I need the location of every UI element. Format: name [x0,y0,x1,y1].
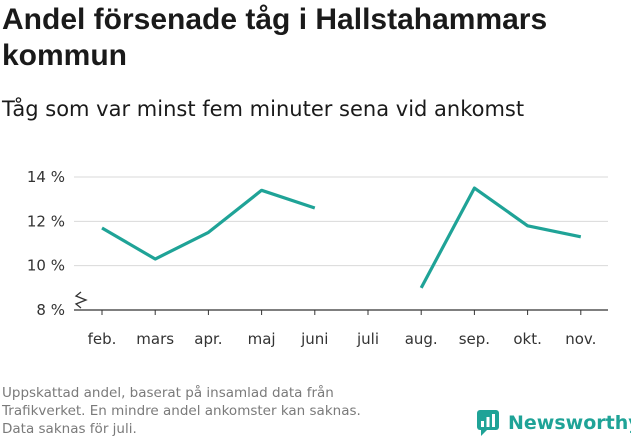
tick-labels: 8 % 10 % 12 % 14 % feb. mars apr. maj juni juli au… [27,168,596,348]
x-tick-label: nov. [565,330,596,348]
footnote-line: Data saknas för juli. [2,421,137,437]
x-tick-label: okt. [513,330,542,348]
x-tick-label: mars [136,330,174,348]
x-tick-label: apr. [194,330,222,348]
logo-text: Newsworthy [508,412,631,434]
line-chart: 8 % 10 % 12 % 14 % feb. mars apr. maj juni juli au… [27,168,608,348]
axes [74,291,608,315]
footnote-line: Trafikverket. En mindre andel ankomster … [2,403,361,419]
series-lines [101,186,582,289]
axis-break-icon [74,291,88,309]
chart-title: Andel försenade tåg i Hallstahammars kom… [2,3,548,72]
y-tick-label: 12 % [27,212,65,230]
chart-subtitle: Tåg som var minst fem minuter sena vid a… [2,97,525,121]
gridlines [74,176,608,267]
footnote: Uppskattad andel, baserat på insamlad da… [2,384,442,438]
footnote-line: Uppskattad andel, baserat på insamlad da… [2,385,334,401]
y-tick-label: 10 % [27,257,65,275]
x-tick-label: aug. [405,330,438,348]
x-tick-label: juni [300,330,328,348]
x-tick-label: maj [248,330,276,348]
y-tick-label: 8 % [36,301,65,319]
newsworthy-logo-icon [477,410,499,436]
x-tick-label: feb. [88,330,117,348]
newsworthy-logo: Newsworthy [476,408,631,438]
x-tick-label: juli [356,330,379,348]
x-tick-label: sep. [459,330,490,348]
y-tick-label: 14 % [27,168,65,186]
series-line [419,186,582,289]
series-line [101,188,316,261]
